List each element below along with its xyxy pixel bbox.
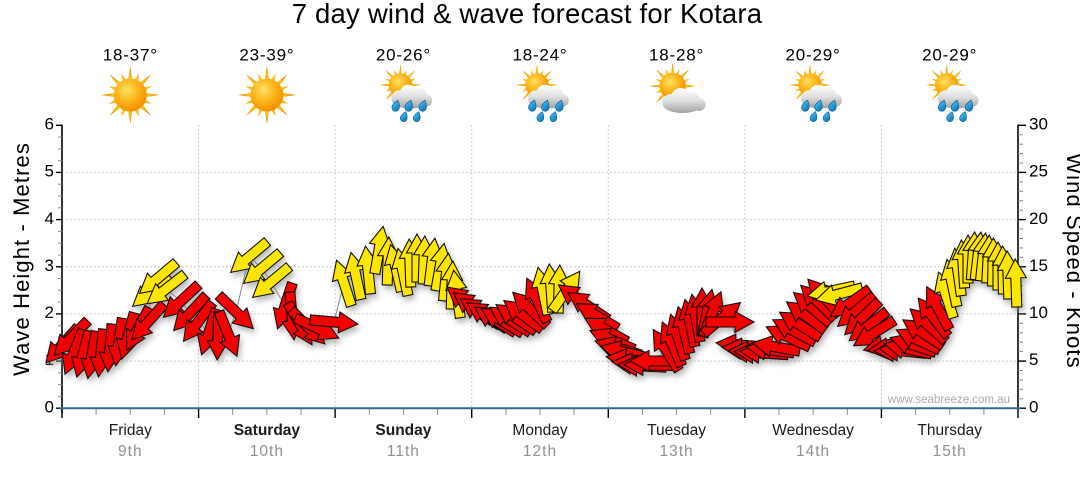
svg-text:12th: 12th <box>523 443 557 460</box>
svg-text:3: 3 <box>45 256 54 275</box>
svg-text:20-26°: 20-26° <box>376 46 431 65</box>
svg-text:Saturday: Saturday <box>234 422 301 439</box>
svg-text:4: 4 <box>45 209 54 228</box>
svg-text:Wave Height - Metres: Wave Height - Metres <box>9 142 34 376</box>
svg-text:14th: 14th <box>796 443 830 460</box>
svg-text:Thursday: Thursday <box>917 422 982 439</box>
svg-text:15th: 15th <box>933 443 967 460</box>
svg-text:20-29°: 20-29° <box>922 46 977 65</box>
svg-text:25: 25 <box>1029 162 1048 181</box>
svg-text:11th: 11th <box>387 443 420 460</box>
svg-text:0: 0 <box>1029 397 1038 416</box>
svg-text:18-37°: 18-37° <box>103 46 158 65</box>
svg-text:Wednesday: Wednesday <box>772 422 854 439</box>
svg-text:10: 10 <box>1029 303 1048 322</box>
svg-text:9th: 9th <box>118 443 143 460</box>
svg-text:www.seabreeze.com.au: www.seabreeze.com.au <box>887 394 1010 406</box>
svg-text:Tuesday: Tuesday <box>647 422 706 439</box>
svg-text:10th: 10th <box>250 443 284 460</box>
svg-text:18-28°: 18-28° <box>649 46 704 65</box>
svg-text:5: 5 <box>1029 350 1038 369</box>
svg-text:7 day wind & wave forecast for: 7 day wind & wave forecast for Kotara <box>292 0 763 29</box>
svg-text:Friday: Friday <box>109 422 152 439</box>
svg-text:13th: 13th <box>660 443 694 460</box>
svg-text:15: 15 <box>1029 256 1048 275</box>
svg-text:5: 5 <box>45 162 54 181</box>
svg-text:Wind Speed - Knots: Wind Speed - Knots <box>1062 153 1080 368</box>
svg-text:0: 0 <box>45 397 54 416</box>
svg-text:18-24°: 18-24° <box>512 46 567 65</box>
svg-text:2: 2 <box>45 303 54 322</box>
svg-text:30: 30 <box>1029 115 1048 134</box>
svg-text:6: 6 <box>45 115 54 134</box>
svg-text:Sunday: Sunday <box>375 422 431 439</box>
svg-text:23-39°: 23-39° <box>239 46 294 65</box>
svg-text:Monday: Monday <box>512 422 567 439</box>
svg-text:20: 20 <box>1029 209 1048 228</box>
svg-text:20-29°: 20-29° <box>786 46 841 65</box>
